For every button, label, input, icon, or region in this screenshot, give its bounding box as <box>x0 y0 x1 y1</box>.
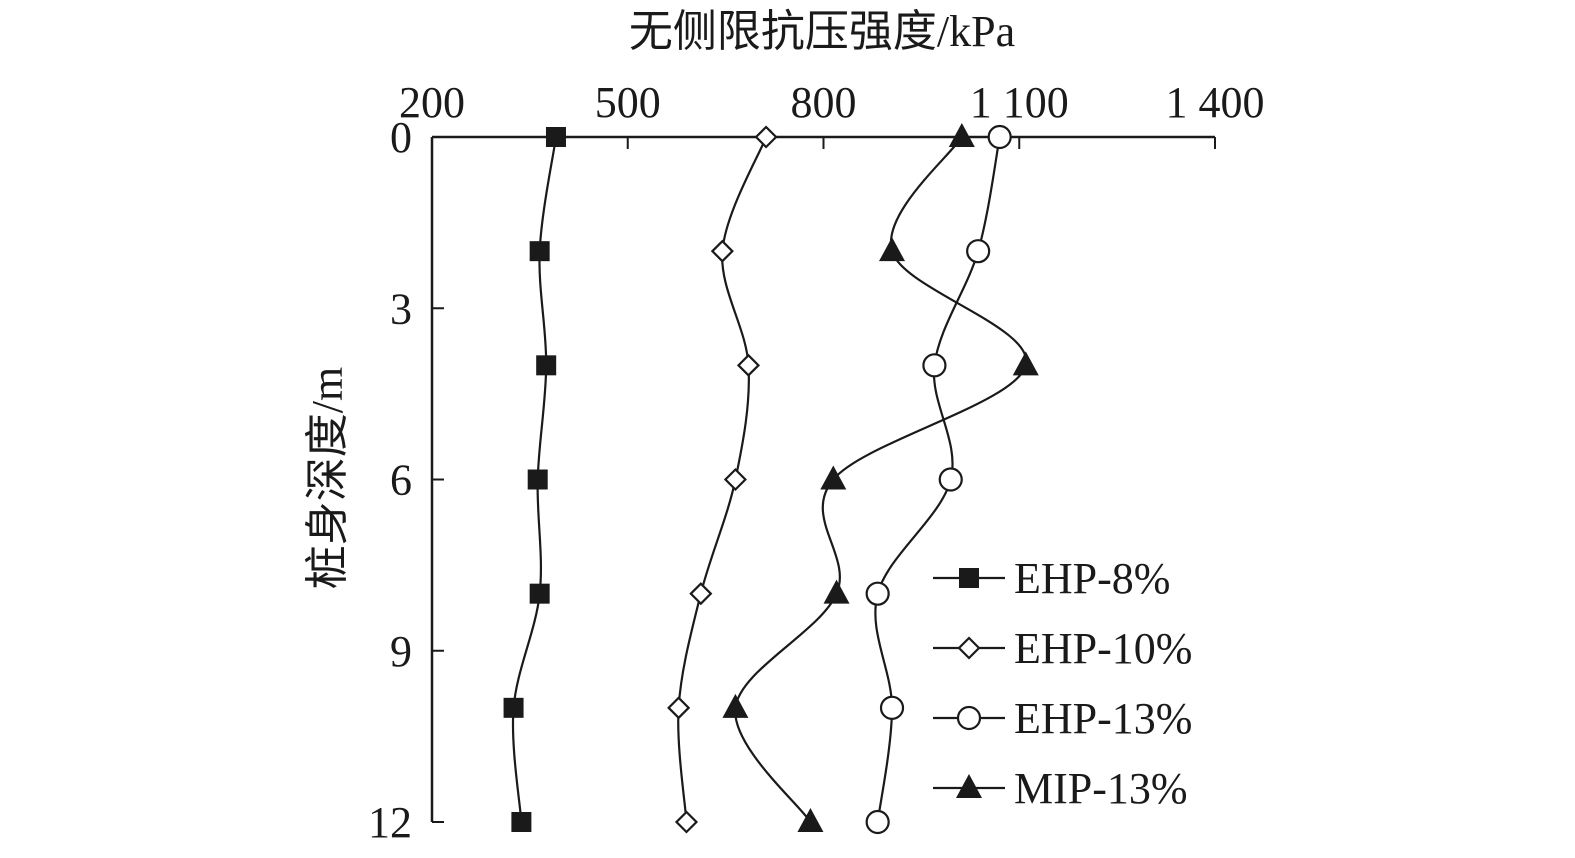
data-point-series-2 <box>987 124 1012 150</box>
y-tick-label: 6 <box>390 456 412 505</box>
legend: EHP-8% EHP-10% EHP-13% MIP-13% <box>933 554 1192 813</box>
legend-marker <box>957 636 981 660</box>
x-tick-label: 800 <box>791 78 857 127</box>
legend-label: EHP-8% <box>1014 554 1170 603</box>
data-point-series-3 <box>722 693 749 718</box>
y-axis-title: 桩身深度/m <box>303 367 352 589</box>
data-point-series-1 <box>674 810 699 834</box>
data-point-series-3 <box>823 579 850 604</box>
data-point-series-2 <box>922 353 947 378</box>
data-point-series-0 <box>529 583 550 604</box>
x-tick-label: 1 400 <box>1166 78 1265 127</box>
legend-marker <box>956 705 982 731</box>
data-point-series-0 <box>511 812 532 832</box>
series-markers <box>503 123 1039 835</box>
data-point-series-3 <box>948 123 975 147</box>
data-point-series-1 <box>736 353 761 377</box>
legend-label: MIP-13% <box>1014 764 1188 813</box>
data-point-series-0 <box>536 355 557 376</box>
legend-label: EHP-13% <box>1014 694 1192 743</box>
data-point-series-1 <box>754 125 778 149</box>
data-point-series-3 <box>879 237 906 262</box>
data-point-series-0 <box>503 697 524 718</box>
data-point-series-0 <box>529 241 550 262</box>
data-point-series-0 <box>545 127 566 147</box>
legend-marker <box>959 568 979 588</box>
axes: 200 500 800 1 100 1 400 0 3 6 9 12 <box>368 78 1265 847</box>
data-point-series-2 <box>865 809 890 835</box>
legend-label: EHP-10% <box>1014 624 1192 673</box>
y-tick-label: 9 <box>390 627 412 676</box>
data-point-series-1 <box>710 239 734 263</box>
data-point-series-3 <box>1012 351 1039 376</box>
x-tick-label: 1 100 <box>970 78 1069 127</box>
x-tick-label: 500 <box>595 78 661 127</box>
y-tick-label: 3 <box>390 284 412 333</box>
data-point-series-2 <box>938 467 963 492</box>
data-point-series-2 <box>966 239 991 264</box>
data-point-series-1 <box>667 696 691 720</box>
data-point-series-1 <box>723 467 747 492</box>
data-point-series-0 <box>527 469 548 490</box>
data-point-series-2 <box>879 695 905 720</box>
y-tick-label: 0 <box>390 113 412 162</box>
y-tick-label: 12 <box>368 798 412 847</box>
series-line-1 <box>677 136 768 823</box>
legend-marker <box>956 774 982 798</box>
x-axis-title: 无侧限抗压强度/kPa <box>629 7 1015 56</box>
data-point-series-3 <box>820 465 847 490</box>
data-point-series-3 <box>797 808 824 832</box>
x-tick-label: 200 <box>399 78 465 127</box>
series-line-3 <box>734 136 1028 823</box>
data-point-series-2 <box>865 581 890 606</box>
data-point-series-1 <box>689 582 713 606</box>
